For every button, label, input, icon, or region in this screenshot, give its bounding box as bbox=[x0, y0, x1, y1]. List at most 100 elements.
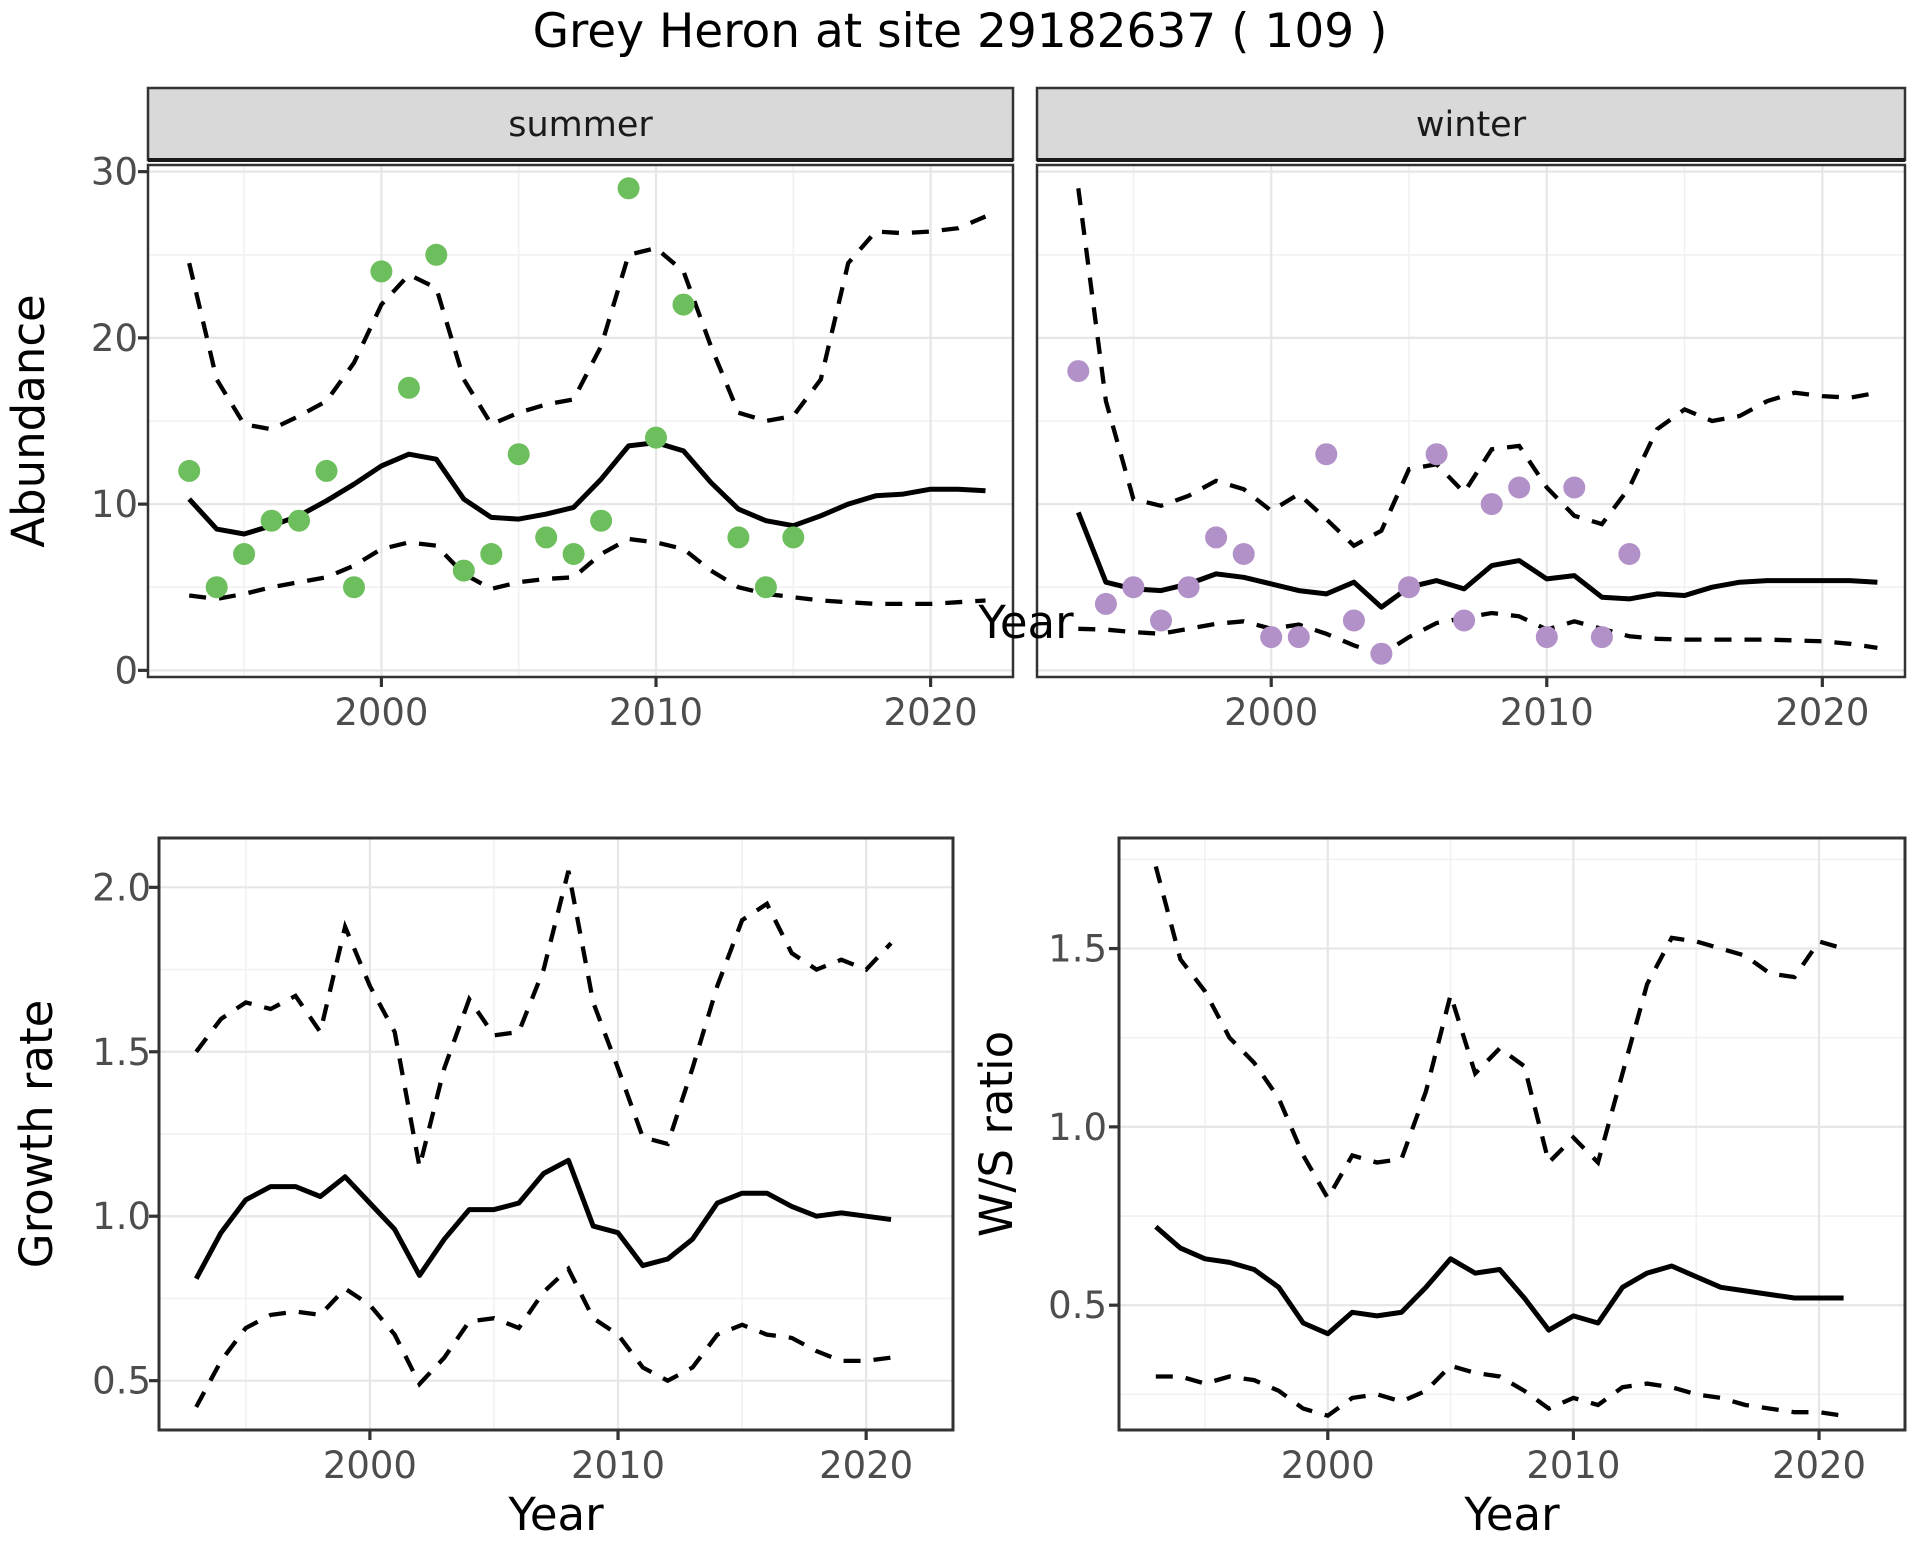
data-point bbox=[260, 509, 283, 532]
gridlines bbox=[1119, 838, 1905, 1430]
data-point bbox=[1342, 609, 1365, 632]
x-tick-label: 2010 bbox=[571, 1444, 665, 1487]
x-tick-label: 2010 bbox=[1526, 1444, 1620, 1487]
y-tick-label: 30 bbox=[91, 151, 138, 194]
x-axis-title-ratio: Year bbox=[1463, 1488, 1560, 1541]
data-point bbox=[1260, 626, 1283, 649]
x-tick-label: 2020 bbox=[884, 691, 978, 734]
upper-ci-line bbox=[1076, 188, 1878, 549]
upper-ci-line bbox=[187, 214, 987, 432]
x-axis-title-growth: Year bbox=[507, 1488, 604, 1541]
trend-line bbox=[193, 1157, 892, 1280]
y-tick-label: 2.0 bbox=[92, 866, 151, 909]
data-point bbox=[233, 543, 256, 565]
panel-border bbox=[146, 163, 1015, 679]
data-point bbox=[1287, 626, 1310, 649]
data-point bbox=[1315, 443, 1338, 466]
panel-abundance-summer: summer 2000 2010 2020 0 10 20 30 bbox=[91, 86, 1015, 734]
data-point bbox=[343, 576, 365, 599]
data-point bbox=[1150, 609, 1172, 632]
lower-ci-line bbox=[1078, 610, 1878, 657]
page-title: Grey Heron at site 29182637 ( 109 ) bbox=[532, 4, 1388, 59]
data-point bbox=[425, 243, 448, 266]
data-point bbox=[645, 426, 667, 449]
y-tick-label: 0.5 bbox=[1048, 1284, 1107, 1327]
y-tick-label: 10 bbox=[91, 483, 138, 526]
panel-winter-summer-ratio: 2000 2010 2020 0.5 1.0 1.5 bbox=[1048, 836, 1907, 1487]
data-point bbox=[1370, 642, 1393, 665]
y-tick-label: 1.0 bbox=[1048, 1106, 1107, 1149]
y-tick-label: 1.5 bbox=[92, 1031, 151, 1074]
y-tick-label: 0.5 bbox=[92, 1360, 151, 1403]
panel-growth-rate: 2000 2010 2020 0.5 1.0 1.5 2.0 bbox=[92, 836, 955, 1487]
facet-label-winter: winter bbox=[1416, 105, 1527, 145]
data-point bbox=[672, 293, 695, 316]
panel-border bbox=[1035, 163, 1907, 679]
observed-points bbox=[1067, 360, 1641, 665]
data-point bbox=[617, 177, 640, 200]
data-point bbox=[1067, 360, 1090, 383]
upper-ci-line bbox=[1153, 865, 1845, 1203]
data-point bbox=[452, 559, 475, 582]
x-tick-label: 2020 bbox=[1775, 691, 1869, 734]
data-point bbox=[535, 526, 558, 549]
data-point bbox=[205, 576, 228, 599]
y-tick-label: 1.5 bbox=[1048, 928, 1107, 971]
trend-line bbox=[187, 440, 986, 537]
observed-points bbox=[178, 177, 805, 599]
data-point bbox=[178, 459, 201, 482]
data-point bbox=[1425, 443, 1448, 466]
data-point bbox=[315, 459, 338, 482]
trend-line bbox=[1075, 511, 1878, 610]
x-tick-label: 2000 bbox=[1281, 1444, 1375, 1487]
data-point bbox=[754, 576, 777, 599]
gridlines bbox=[159, 838, 953, 1430]
y-tick-label: 0 bbox=[114, 649, 138, 692]
data-point bbox=[1122, 576, 1145, 599]
data-point bbox=[507, 443, 530, 466]
data-point bbox=[480, 543, 503, 565]
data-point bbox=[1480, 493, 1503, 516]
panel-abundance-winter: winter 2000 2010 2020 bbox=[1035, 86, 1907, 734]
x-tick-label: 2000 bbox=[334, 691, 428, 734]
facet-label-summer: summer bbox=[508, 105, 653, 145]
data-point bbox=[1535, 626, 1558, 649]
y-axis-title-growth: Growth rate bbox=[10, 1000, 63, 1269]
lower-ci-line bbox=[194, 1265, 892, 1409]
x-tick-label: 2010 bbox=[609, 691, 703, 734]
gridlines bbox=[1037, 165, 1905, 677]
x-tick-label: 2000 bbox=[1224, 691, 1318, 734]
data-point bbox=[1398, 576, 1420, 599]
facet-strip bbox=[146, 86, 1015, 162]
x-tick-label: 2000 bbox=[323, 1444, 417, 1487]
x-axis-title-abundance: Year bbox=[977, 596, 1074, 649]
data-point bbox=[1618, 543, 1641, 565]
data-point bbox=[1453, 609, 1476, 632]
data-point bbox=[562, 543, 585, 565]
data-point bbox=[1508, 476, 1531, 499]
data-point bbox=[1232, 543, 1255, 565]
data-point bbox=[1094, 592, 1117, 615]
x-tick-label: 2020 bbox=[819, 1444, 913, 1487]
lower-ci-line bbox=[1155, 1363, 1844, 1419]
y-tick-label: 20 bbox=[91, 317, 138, 360]
data-point bbox=[288, 509, 310, 532]
x-tick-label: 2020 bbox=[1772, 1444, 1866, 1487]
data-point bbox=[1563, 476, 1586, 499]
x-tick-label: 2010 bbox=[1500, 691, 1594, 734]
trend-line bbox=[1154, 1224, 1844, 1337]
data-point bbox=[782, 526, 805, 549]
y-axis-title-ratio: W/S ratio bbox=[970, 1031, 1023, 1237]
panel-border bbox=[157, 836, 955, 1432]
facet-strip bbox=[1035, 86, 1907, 162]
panel-border bbox=[1117, 836, 1907, 1432]
gridlines bbox=[148, 165, 1013, 677]
data-point bbox=[1205, 526, 1228, 549]
data-point bbox=[1177, 576, 1200, 599]
lower-ci-line bbox=[188, 536, 986, 607]
data-point bbox=[1590, 626, 1613, 649]
y-tick-label: 1.0 bbox=[92, 1195, 151, 1238]
y-axis-title-abundance: Abundance bbox=[2, 294, 55, 547]
